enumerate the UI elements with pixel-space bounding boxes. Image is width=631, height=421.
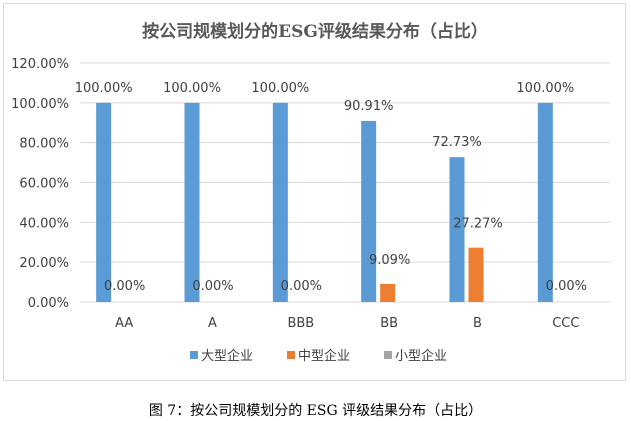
x-tick-label: CCC [552,316,579,331]
bar-chart: 按公司规模划分的ESG评级结果分布（占比） 0.00% 20.00% 40.00% 60… [11,21,610,364]
y-tick-label: 80.00% [19,137,69,152]
legend-label: 中型企业 [298,348,350,364]
bar-large [96,102,112,302]
data-label: 0.00% [104,279,145,294]
figure-caption: 图 7：按公司规模划分的 ESG 评级结果分布（占比） [148,403,483,419]
bar-large [272,102,288,302]
x-tick-label: A [208,316,217,331]
chart-title: 按公司规模划分的ESG评级结果分布（占比） [142,21,488,42]
data-label: 72.73% [432,135,482,150]
data-label: 0.00% [546,279,587,294]
legend-label: 大型企业 [201,348,253,364]
data-label: 100.00% [516,81,574,96]
x-tick-label: AA [115,316,133,331]
y-tick-label: 20.00% [19,256,69,271]
bar-medium [380,283,396,302]
bar-medium [468,247,484,302]
chart-frame [3,3,626,381]
y-tick-label: 0.00% [28,296,69,311]
data-label: 90.91% [344,99,394,114]
legend-swatch [190,351,198,359]
x-tick-label: B [473,316,482,331]
y-tick-label: 120.00% [11,57,69,72]
bar-large [361,120,377,302]
bar-large [537,102,553,302]
x-tick-label: BBB [287,316,314,331]
data-label: 100.00% [163,81,221,96]
data-label: 0.00% [281,279,322,294]
x-tick-label: BB [380,316,398,331]
y-tick-label: 60.00% [19,177,69,192]
data-label: 9.09% [369,253,410,268]
data-label: 0.00% [192,279,233,294]
y-tick-label: 100.00% [11,97,69,112]
data-label: 100.00% [251,81,309,96]
data-label: 27.27% [453,217,503,232]
bar-large [449,157,465,302]
legend-label: 小型企业 [395,348,447,364]
y-tick-label: 40.00% [19,216,69,231]
data-label: 100.00% [75,81,133,96]
legend-swatch [384,351,392,359]
bar-large [184,102,200,302]
legend-swatch [287,351,295,359]
